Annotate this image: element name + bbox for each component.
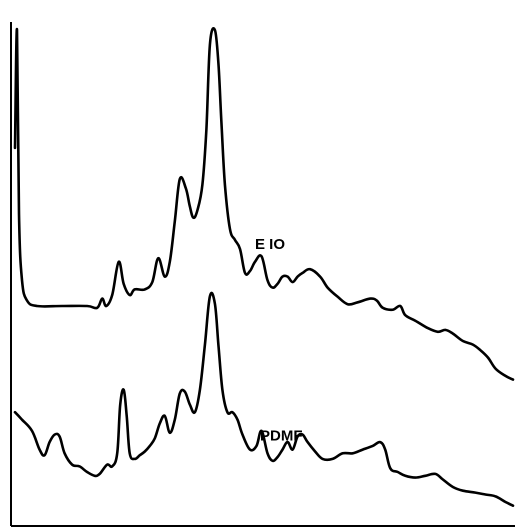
series-line-2 <box>13 291 515 507</box>
series-line-1 <box>13 27 515 381</box>
series-label-1: E IO <box>255 236 285 253</box>
label-layer: E IO PDMF <box>255 236 303 444</box>
series-layer <box>13 27 515 507</box>
series-label-2: PDMF <box>260 427 303 444</box>
